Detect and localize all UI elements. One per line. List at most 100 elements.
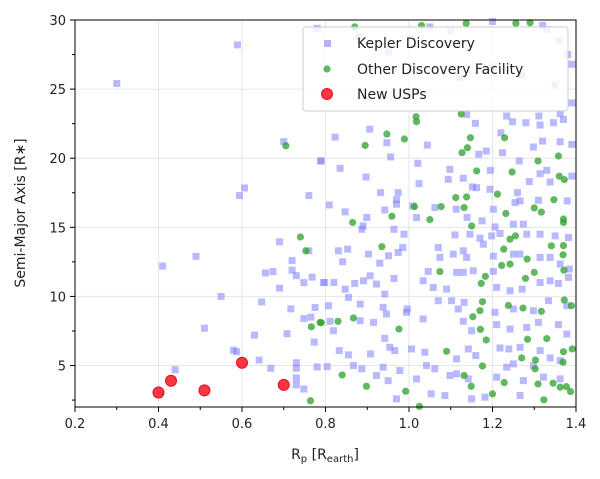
kepler-point — [511, 199, 519, 207]
kepler-point — [381, 206, 389, 214]
kepler-point — [385, 252, 393, 260]
kepler-point — [384, 377, 392, 385]
kepler-point — [506, 287, 514, 295]
other-facility-point — [534, 157, 542, 165]
kepler-point — [452, 205, 460, 213]
legend-marker-usps — [321, 88, 333, 100]
kepler-point — [331, 133, 339, 141]
other-facility-point — [488, 390, 497, 398]
kepler-point — [159, 262, 167, 270]
kepler-point — [261, 269, 269, 277]
other-facility-point — [469, 313, 477, 321]
kepler-point — [292, 374, 300, 382]
kepler-point — [505, 345, 513, 353]
other-facility-point — [500, 245, 508, 253]
kepler-point — [415, 180, 423, 188]
kepler-point — [382, 310, 390, 318]
y-tick-label: 10 — [49, 290, 66, 305]
other-facility-point — [566, 387, 575, 396]
other-facility-point — [316, 318, 324, 327]
kepler-point — [459, 174, 467, 182]
kepler-point — [546, 178, 554, 186]
kepler-point — [516, 392, 524, 400]
kepler-point — [402, 308, 410, 316]
kepler-point — [516, 250, 524, 258]
kepler-point — [267, 364, 275, 372]
kepler-point — [390, 225, 398, 233]
kepler-point — [468, 183, 476, 191]
kepler-point — [463, 110, 471, 118]
kepler-point — [287, 305, 295, 313]
other-facility-point — [500, 378, 508, 387]
kepler-point — [536, 347, 544, 355]
kepler-point — [506, 325, 514, 333]
kepler-point — [386, 343, 394, 351]
kepler-point — [113, 80, 121, 88]
x-tick-label: 0.2 — [65, 417, 86, 432]
other-facility-point — [501, 134, 509, 142]
kepler-point — [448, 297, 456, 305]
kepler-point — [344, 293, 352, 301]
other-facility-point — [473, 167, 481, 175]
kepler-point — [446, 165, 454, 173]
kepler-point — [283, 330, 291, 338]
kepler-point — [349, 362, 357, 370]
kepler-point — [372, 280, 380, 288]
new-usp-point — [236, 356, 248, 369]
kepler-point — [288, 266, 296, 274]
other-facility-point — [521, 274, 530, 283]
kepler-point — [358, 365, 366, 373]
kepler-point — [391, 347, 399, 355]
other-facility-point — [302, 247, 310, 255]
kepler-point — [192, 252, 200, 260]
kepler-point — [366, 125, 374, 133]
kepler-point — [441, 392, 449, 400]
other-facility-point — [296, 233, 305, 241]
kepler-point — [479, 240, 487, 248]
kepler-point — [529, 143, 537, 151]
legend-marker-kepler — [324, 40, 331, 47]
other-facility-point — [476, 307, 484, 315]
kepler-point — [459, 317, 467, 325]
other-facility-point — [361, 141, 369, 149]
kepler-point — [444, 175, 452, 183]
y-tick-label: 20 — [49, 152, 66, 167]
kepler-point — [529, 307, 537, 315]
kepler-point — [300, 279, 308, 287]
other-facility-point — [395, 325, 403, 333]
kepler-point — [481, 393, 489, 401]
kepler-point — [515, 157, 523, 165]
other-facility-point — [562, 382, 570, 391]
kepler-point — [486, 185, 494, 193]
kepler-point — [316, 157, 324, 165]
kepler-point — [556, 260, 564, 268]
kepler-point — [370, 318, 378, 326]
kepler-point — [514, 189, 522, 197]
kepler-point — [489, 205, 497, 213]
kepler-point — [235, 192, 243, 200]
kepler-point — [305, 192, 313, 200]
kepler-point — [436, 253, 444, 261]
kepler-point — [255, 356, 263, 364]
other-facility-point — [460, 371, 468, 380]
kepler-point — [276, 284, 284, 292]
kepler-point — [536, 278, 544, 286]
x-axis-label: Rp [Rearth] — [291, 447, 359, 465]
other-facility-point — [540, 396, 548, 404]
other-facility-point — [306, 397, 315, 405]
other-facility-point — [466, 134, 474, 142]
kepler-point — [536, 170, 544, 178]
kepler-point — [233, 348, 241, 356]
other-facility-point — [481, 272, 490, 280]
kepler-point — [493, 373, 501, 381]
other-facility-point — [467, 382, 475, 390]
kepler-point — [381, 290, 389, 298]
kepler-point — [491, 308, 499, 316]
kepler-point — [413, 214, 421, 222]
kepler-point — [459, 268, 467, 276]
other-facility-point — [534, 380, 542, 388]
axis-ticks: 0.2 0.4 0.6 0.8 1.0 1.2 1.4 5 10 15 20 25 30 — [49, 14, 586, 432]
other-facility-point — [436, 267, 444, 276]
kepler-point — [394, 248, 402, 256]
kepler-point — [336, 164, 344, 172]
